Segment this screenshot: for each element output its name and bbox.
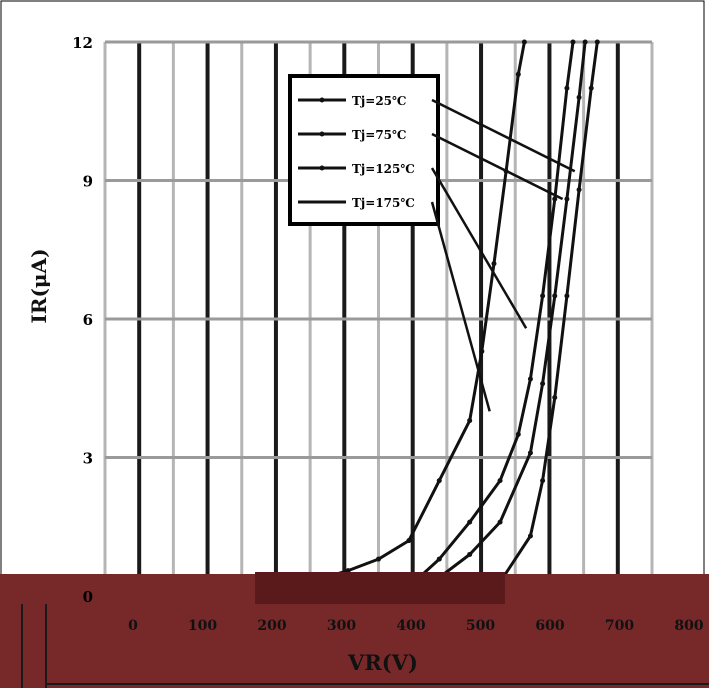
series-point	[515, 71, 521, 77]
x-tick-label: 600	[535, 618, 564, 634]
series-point	[564, 293, 570, 299]
bottom-band	[0, 572, 709, 688]
series-point	[576, 94, 582, 100]
series-point	[406, 538, 412, 544]
y-tick-label: 3	[83, 450, 93, 468]
series-point	[540, 381, 546, 387]
series-point	[582, 39, 588, 45]
series-point	[515, 431, 521, 437]
series-point	[436, 478, 442, 484]
legend-entry: Tj=75℃	[352, 128, 406, 142]
legend-marker	[319, 97, 325, 103]
band-artifact	[255, 572, 505, 604]
legend-leader-line	[431, 98, 576, 173]
series-point	[521, 39, 527, 45]
series-point	[527, 376, 533, 382]
legend-leader-line	[430, 201, 491, 412]
series-point	[467, 551, 473, 557]
series-point	[436, 556, 442, 562]
series-point	[376, 556, 381, 562]
x-tick-label: 200	[257, 618, 286, 634]
x-tick-label: 100	[188, 618, 217, 634]
tick-labels: 0 3 6 9 12 0 100 200 300 400 500 600 700 800	[72, 34, 704, 634]
legend-leader-line	[430, 167, 528, 329]
legend-leader-line	[431, 132, 564, 201]
legend-entry: Tj=25℃	[352, 94, 406, 108]
series-point	[552, 293, 558, 299]
series-point	[576, 187, 582, 193]
series-point	[588, 85, 594, 91]
series-point	[564, 85, 570, 91]
x-tick-label: 300	[327, 618, 356, 634]
series-point	[497, 478, 503, 484]
series-point	[594, 39, 600, 45]
x-tick-label: 0	[128, 618, 138, 634]
series-point	[467, 418, 473, 424]
legend-marker	[319, 131, 325, 137]
x-tick-label: 500	[466, 618, 495, 634]
series-point	[467, 519, 473, 525]
series-point	[491, 261, 497, 267]
axis-labels: VR(V) IR(μA)	[27, 248, 418, 675]
legend-marker	[319, 165, 325, 171]
series-point	[527, 533, 533, 539]
y-tick-label: 0	[83, 588, 93, 606]
y-tick-label: 6	[83, 311, 93, 329]
y-tick-label: 9	[83, 173, 93, 191]
y-axis-title: IR(μA)	[27, 248, 51, 323]
legend-entry: Tj=175℃	[352, 196, 415, 210]
x-tick-label: 800	[674, 618, 703, 634]
series-point	[540, 293, 546, 299]
series-point	[345, 568, 351, 574]
series-point	[479, 348, 485, 354]
x-tick-label: 700	[605, 618, 634, 634]
series-point	[564, 196, 570, 202]
series-point	[552, 394, 558, 400]
series-point	[497, 519, 503, 525]
series-point	[570, 39, 576, 45]
series-point	[527, 450, 533, 456]
legend: Tj=25℃ Tj=75℃ Tj=125℃ Tj=175℃	[288, 74, 576, 412]
series-point	[540, 478, 546, 484]
series-point	[552, 196, 558, 202]
y-tick-label: 12	[72, 34, 93, 52]
x-axis-title: VR(V)	[347, 650, 418, 675]
legend-entry: Tj=125℃	[352, 162, 415, 176]
x-tick-label: 400	[396, 618, 425, 634]
